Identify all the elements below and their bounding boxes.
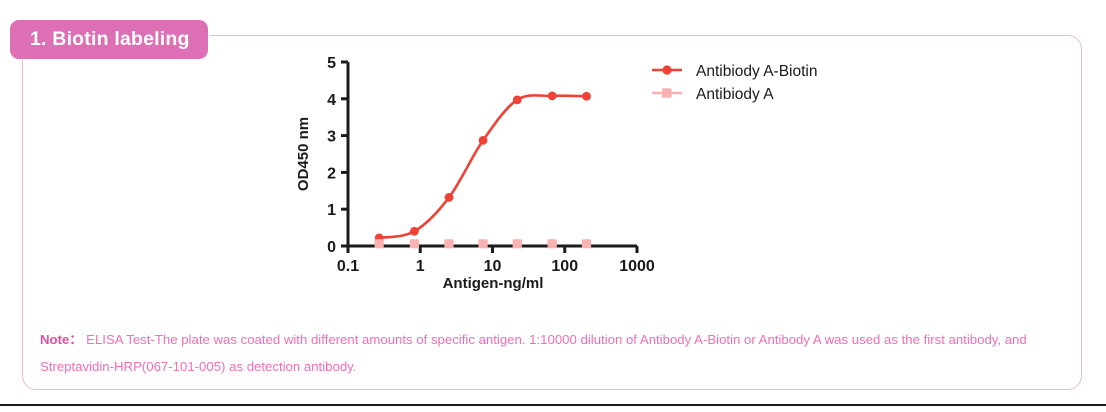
series-point-0 xyxy=(547,91,557,101)
x-tick-label: 10 xyxy=(484,258,502,275)
y-axis-ticks: 0 1 2 3 4 5 xyxy=(327,55,348,256)
series-point-0 xyxy=(410,226,419,236)
y-tick-label: 0 xyxy=(327,239,336,256)
x-axis-title: Antigen-ng/ml xyxy=(443,275,544,292)
series-point-1 xyxy=(512,239,522,249)
x-tick-label: 1000 xyxy=(619,258,655,275)
series-point-1 xyxy=(547,239,557,249)
series-point-0 xyxy=(444,193,454,202)
series-point-0 xyxy=(582,91,591,101)
y-tick-label: 3 xyxy=(327,129,336,146)
legend-label-0: Antibiody A-Biotin xyxy=(696,63,818,80)
y-tick-label: 1 xyxy=(327,202,336,219)
series-point-1 xyxy=(581,239,592,249)
legend-marker-1 xyxy=(662,88,672,98)
chart-series-layer xyxy=(374,91,592,249)
x-tick-label: 100 xyxy=(551,258,578,275)
chart-svg: 0 1 2 3 4 5 0.1 1 10 100 1000 OD450 nm Antigen-ng… xyxy=(295,55,818,292)
series-point-1 xyxy=(374,239,384,249)
chart-axes xyxy=(346,62,637,248)
y-tick-label: 4 xyxy=(327,92,336,109)
chart-legend: Antibiody A-Biotin Antibiody A xyxy=(652,63,818,103)
legend-marker-0 xyxy=(662,65,672,75)
series-point-1 xyxy=(478,239,488,249)
legend-label-1: Antibiody A xyxy=(696,86,774,103)
note-block: Note： ELISA Test-The plate was coated wi… xyxy=(40,326,1050,380)
bottom-divider xyxy=(0,404,1106,406)
y-tick-label: 5 xyxy=(327,55,336,72)
series-point-1 xyxy=(409,239,420,249)
x-tick-label: 0.1 xyxy=(337,258,359,275)
note-label: Note： xyxy=(40,332,83,347)
y-tick-label: 2 xyxy=(327,165,336,182)
x-tick-label: 1 xyxy=(416,258,425,275)
elisa-chart: 0 1 2 3 4 5 0.1 1 10 100 1000 OD450 nm Antigen-ng… xyxy=(290,50,910,300)
section-badge-label: 1. Biotin labeling xyxy=(30,28,190,50)
x-axis-ticks: 0.1 1 10 100 1000 xyxy=(337,246,655,275)
series-point-1 xyxy=(444,239,454,249)
series-line-0 xyxy=(377,94,588,240)
note-body: ELISA Test-The plate was coated with dif… xyxy=(40,332,1027,374)
series-point-0 xyxy=(512,95,522,105)
series-point-0 xyxy=(478,135,488,145)
y-axis-title: OD450 nm xyxy=(295,117,312,191)
section-badge: 1. Biotin labeling xyxy=(10,20,208,59)
